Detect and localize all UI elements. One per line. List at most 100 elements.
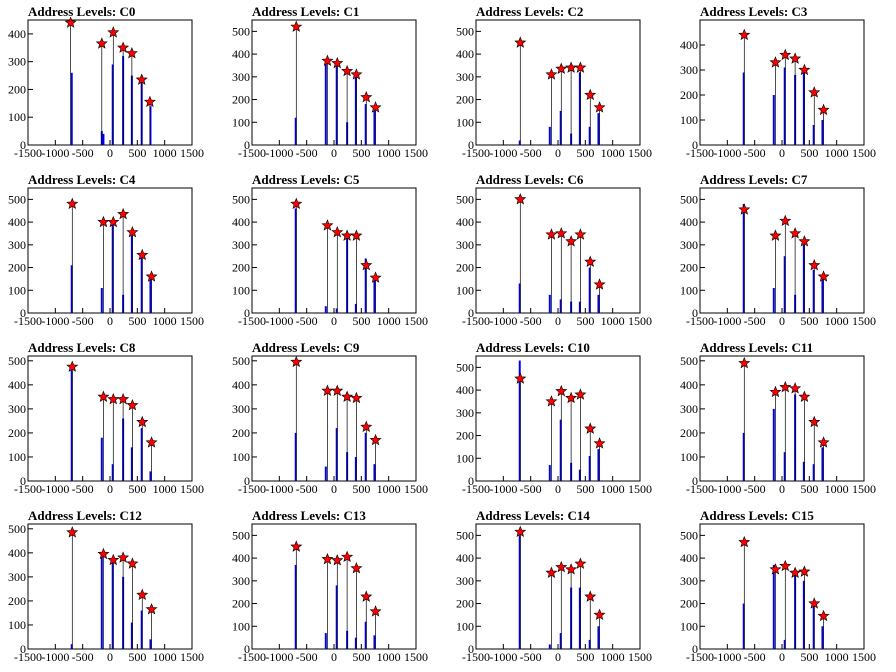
histogram-bar <box>578 72 581 145</box>
plot-frame <box>475 19 641 146</box>
histogram-bar <box>111 222 114 313</box>
x-tick-label: -1000 <box>713 314 741 328</box>
x-tick-label: -1500 <box>686 482 714 496</box>
x-tick-label: 1500 <box>404 650 428 664</box>
x-tick-label: -500 <box>296 482 318 496</box>
x-tick-label: -1500 <box>686 650 714 664</box>
peak-star-marker <box>369 605 382 617</box>
histogram-bar <box>100 288 103 313</box>
x-tick-label: 500 <box>800 650 818 664</box>
histogram-bar <box>518 535 521 649</box>
peak-star-marker <box>779 559 792 572</box>
x-tick-label: -1500 <box>14 650 42 664</box>
histogram-bar <box>324 633 327 649</box>
x-tick-label: -1500 <box>462 482 490 496</box>
peak-star-marker <box>593 101 606 113</box>
histogram-bar <box>130 235 133 313</box>
histogram-bar <box>324 306 327 313</box>
y-tick-label: 100 <box>8 110 26 124</box>
y-tick-label: 200 <box>456 597 474 611</box>
histogram-bar <box>294 117 297 145</box>
y-tick-label: 100 <box>680 450 698 464</box>
peak-star-marker <box>514 525 527 538</box>
y-tick-label: 400 <box>680 378 698 392</box>
peak-star-marker <box>126 557 139 569</box>
y-tick-label: 300 <box>232 70 250 84</box>
x-tick-label: -500 <box>72 650 94 664</box>
chart-svg: Address Levels: C70100200300400500-1500-… <box>680 172 876 328</box>
x-tick-label: -1500 <box>686 146 714 160</box>
plot-frame <box>251 355 417 482</box>
peak-star-marker <box>107 215 120 228</box>
x-tick-label: 1000 <box>825 314 849 328</box>
histogram-bar <box>742 432 745 481</box>
peak-star-marker <box>369 271 382 283</box>
peak-star-marker <box>738 535 751 548</box>
y-tick-label: 200 <box>8 82 26 96</box>
histogram-bar <box>111 64 114 145</box>
peak-star-marker <box>341 550 354 563</box>
histogram-bar <box>802 461 805 481</box>
histogram-bar <box>100 552 103 649</box>
histogram-bar <box>742 603 745 649</box>
y-tick-label: 400 <box>456 47 474 61</box>
peak-star-marker <box>817 609 830 622</box>
chart-panel: Address Levels: C13 0 100 200 300 400 500 -1500… <box>224 504 448 672</box>
y-tick-label: 500 <box>456 24 474 38</box>
y-tick-label: 100 <box>456 451 474 465</box>
x-tick-label: -1500 <box>238 146 266 160</box>
histogram-bar <box>548 644 551 649</box>
chart-title: Address Levels: C1 <box>252 4 359 19</box>
histogram-bar <box>373 464 376 481</box>
histogram-bar <box>548 294 551 313</box>
x-tick-label: -1000 <box>489 146 517 160</box>
y-tick-label: 400 <box>456 383 474 397</box>
x-tick-label: 500 <box>576 650 594 664</box>
x-tick-label: -1500 <box>238 650 266 664</box>
peak-star-marker <box>369 433 382 446</box>
histogram-bar <box>812 605 815 649</box>
peak-star-marker <box>798 390 811 402</box>
histogram-bar <box>518 140 521 145</box>
plot-frame <box>251 19 417 146</box>
peak-star-marker <box>555 384 568 397</box>
x-tick-label: -1500 <box>462 650 490 664</box>
peak-star-marker <box>360 420 373 433</box>
histogram-bar <box>742 203 745 313</box>
peak-star-marker <box>290 540 303 552</box>
chart-svg: Address Levels: C3 0 100 200 300 400 -1500 -100… <box>680 4 876 160</box>
y-tick-label: 300 <box>8 238 26 252</box>
y-tick-label: 300 <box>680 574 698 588</box>
histogram-bar <box>140 428 143 481</box>
y-tick-label: 300 <box>680 402 698 416</box>
x-tick-label: -500 <box>520 482 542 496</box>
peak-star-marker <box>738 28 751 41</box>
histogram-bar <box>335 585 338 649</box>
x-tick-label: -500 <box>72 482 94 496</box>
histogram-bar <box>588 126 591 145</box>
chart-svg: Address Levels: C20100200300400500-1500-… <box>456 4 652 160</box>
histogram-bar <box>821 447 824 481</box>
peak-star-marker <box>341 64 354 77</box>
peak-star-marker <box>126 398 139 411</box>
x-tick-label: 1000 <box>153 650 177 664</box>
histogram-bar <box>742 72 745 145</box>
y-tick-label: 300 <box>232 402 250 416</box>
peak-star-marker <box>290 355 303 368</box>
y-tick-label: 300 <box>8 402 26 416</box>
chart-panel: Address Levels: C14 0 100 200 300 400 500 -1500… <box>448 504 672 672</box>
chart-title: Address Levels: C0 <box>28 4 135 19</box>
x-tick-label: 500 <box>352 146 370 160</box>
histogram-bar <box>130 622 133 649</box>
histogram-bar <box>130 447 133 481</box>
x-tick-label: -1000 <box>41 650 69 664</box>
histogram-bar <box>588 639 591 649</box>
peak-star-marker <box>769 56 782 68</box>
histogram-bar <box>149 639 152 649</box>
x-tick-label: 500 <box>800 482 818 496</box>
y-tick-label: 100 <box>232 619 250 633</box>
histogram-bar <box>783 452 786 481</box>
chart-panel: Address Levels: C11 0 100 200 300 400 500 -1500… <box>672 336 896 504</box>
x-tick-label: -1000 <box>41 314 69 328</box>
x-tick-label: -1000 <box>265 314 293 328</box>
